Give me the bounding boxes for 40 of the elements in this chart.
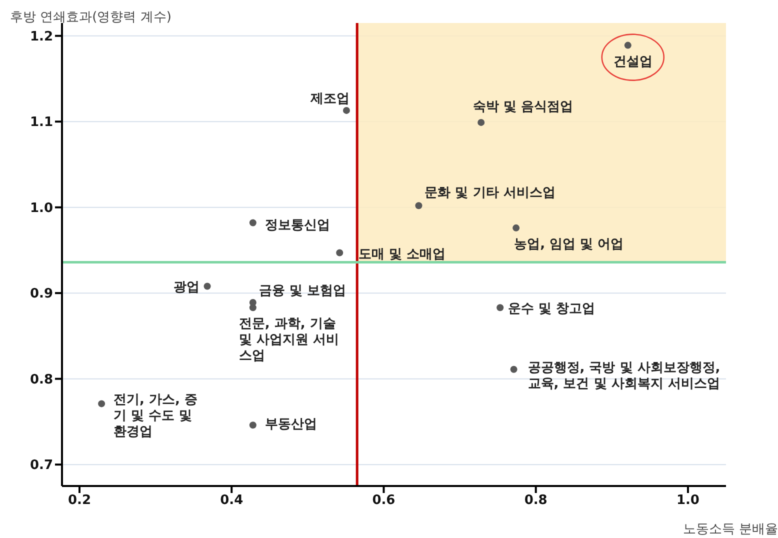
point <box>510 366 518 373</box>
annotation: 도매 및 소매업 <box>358 246 446 262</box>
point <box>342 106 350 114</box>
annotation: 전문, 과학, 기술 및 사업지원 서비 스업 <box>238 316 339 364</box>
y-tick-label: 0.9 <box>30 286 53 302</box>
point <box>496 304 504 312</box>
annotation: 문화 및 기타 서비스업 <box>424 186 556 201</box>
x-tick-label: 0.8 <box>524 493 548 508</box>
annotation: 금융 및 보험업 <box>258 284 346 299</box>
point <box>204 282 211 290</box>
point <box>249 304 256 312</box>
x-tick-label: 0.6 <box>372 493 396 508</box>
y-tick-label: 0.8 <box>30 372 53 388</box>
annotation: 광업 <box>173 280 200 296</box>
point <box>478 118 485 126</box>
x-axis-title: 노동소득 분배율 <box>682 521 778 538</box>
point <box>98 400 106 408</box>
point <box>249 422 256 429</box>
annotation: 부동산업 <box>264 417 317 432</box>
x-tick-label: 1.0 <box>676 493 700 508</box>
annotation: 전기, 가스, 증 기 및 수도 및 환경업 <box>114 392 198 440</box>
y-tick-label: 1.1 <box>30 115 53 130</box>
y-tick-label: 1.2 <box>30 29 53 44</box>
annotation: 건설업 <box>613 54 652 70</box>
point <box>249 219 256 226</box>
point <box>512 224 520 232</box>
point <box>336 249 344 256</box>
x-tick-label: 0.2 <box>68 493 92 508</box>
point <box>415 202 422 210</box>
annotation: 공공행정, 국방 및 사회보장행정, 교육, 보건 및 사회복지 서비스업 <box>528 360 720 392</box>
x-tick-label: 0.4 <box>220 493 244 508</box>
annotation: 숙박 및 음식점업 <box>473 99 574 114</box>
annotation: 농업, 임업 및 어업 <box>514 236 624 252</box>
y-axis-title: 후방 연쇄효과(영향력 계수) <box>10 9 172 26</box>
annotation: 제조업 <box>309 91 350 106</box>
annotation: 운수 및 창고업 <box>508 302 596 317</box>
point <box>624 42 632 49</box>
y-tick-label: 1.0 <box>30 200 53 216</box>
y-tick-label: 0.7 <box>30 458 53 474</box>
annotation: 정보통신업 <box>264 218 330 233</box>
